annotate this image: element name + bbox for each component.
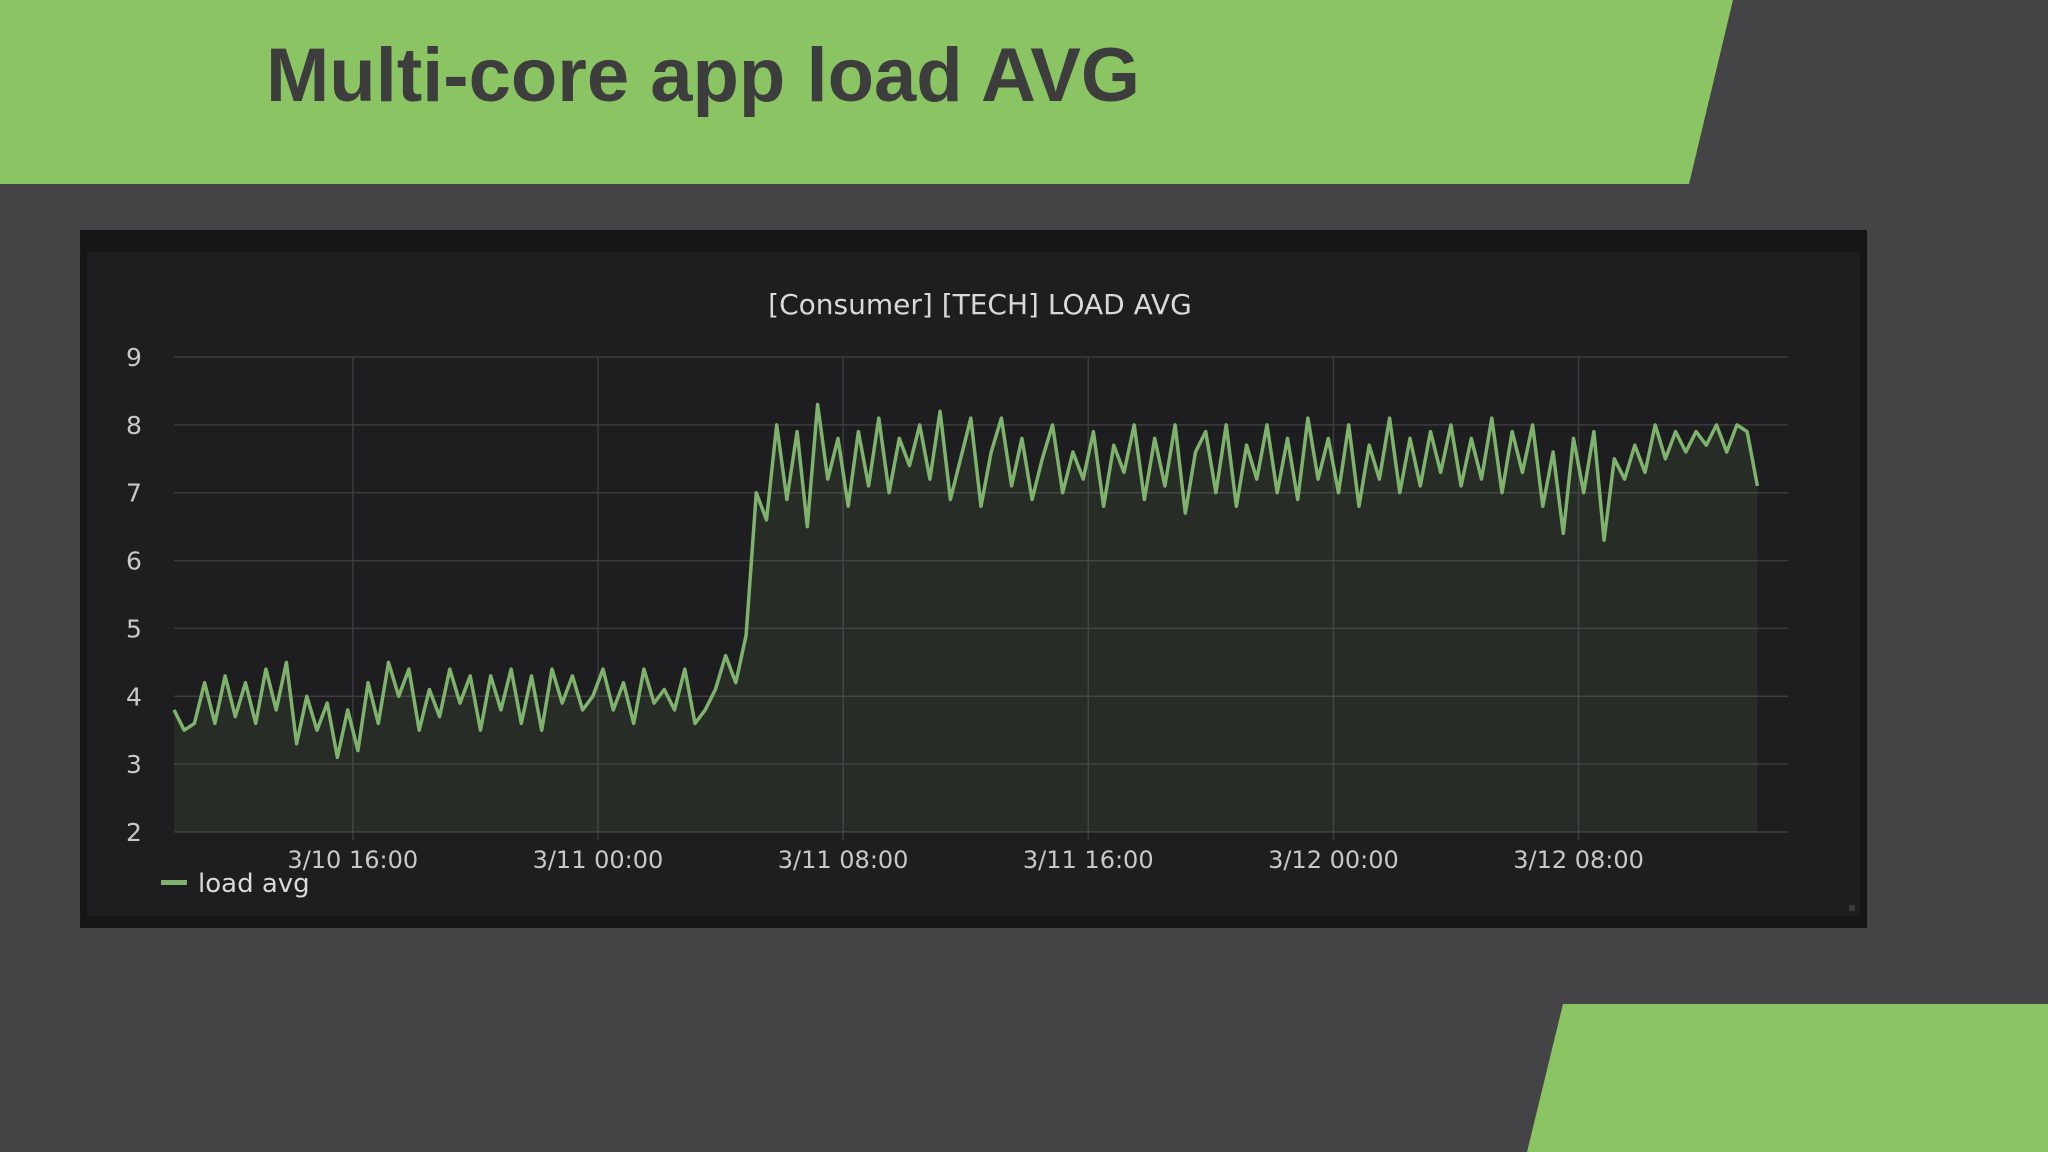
legend-label-load-avg[interactable]: load avg bbox=[198, 869, 310, 899]
legend[interactable]: load avg bbox=[161, 869, 310, 899]
resize-handle[interactable] bbox=[1849, 905, 1855, 911]
load-avg-area bbox=[174, 404, 1758, 832]
corner-accent bbox=[1527, 1004, 2048, 1152]
y-tick-label: 6 bbox=[126, 547, 142, 576]
line-chart: [Consumer] [TECH] LOAD AVG 2 3 4 5 6 7 8 9 3/10… bbox=[126, 288, 1855, 911]
x-tick-label: 3/12 00:00 bbox=[1268, 846, 1399, 874]
x-tick-label: 3/12 08:00 bbox=[1513, 846, 1644, 874]
y-tick-label: 4 bbox=[126, 682, 142, 711]
y-tick-label: 7 bbox=[126, 479, 142, 508]
chart-title: [Consumer] [TECH] LOAD AVG bbox=[768, 288, 1192, 321]
chart-panel-body: [Consumer] [TECH] LOAD AVG 2 3 4 5 6 7 8 9 3/10… bbox=[87, 252, 1860, 916]
slide-title: Multi-core app load AVG bbox=[266, 33, 1141, 118]
y-tick-label: 5 bbox=[126, 614, 142, 643]
chart-panel: [Consumer] [TECH] LOAD AVG 2 3 4 5 6 7 8 9 3/10… bbox=[80, 230, 1867, 928]
y-tick-label: 8 bbox=[126, 411, 142, 440]
y-tick-label: 9 bbox=[126, 343, 142, 372]
x-tick-label: 3/10 16:00 bbox=[287, 846, 418, 874]
x-tick-label: 3/11 08:00 bbox=[778, 846, 909, 874]
legend-swatch-load-avg bbox=[161, 880, 187, 885]
y-axis-ticks: 2 3 4 5 6 7 8 9 bbox=[126, 343, 142, 847]
load-avg-line bbox=[172, 402, 1760, 760]
x-axis-ticks: 3/10 16:00 3/11 00:00 3/11 08:00 3/11 16:00… bbox=[287, 846, 1644, 874]
title-banner bbox=[0, 0, 1733, 184]
x-tick-label: 3/11 00:00 bbox=[533, 846, 664, 874]
x-tick-label: 3/11 16:00 bbox=[1023, 846, 1154, 874]
y-tick-label: 2 bbox=[126, 818, 142, 847]
y-tick-label: 3 bbox=[126, 750, 142, 779]
